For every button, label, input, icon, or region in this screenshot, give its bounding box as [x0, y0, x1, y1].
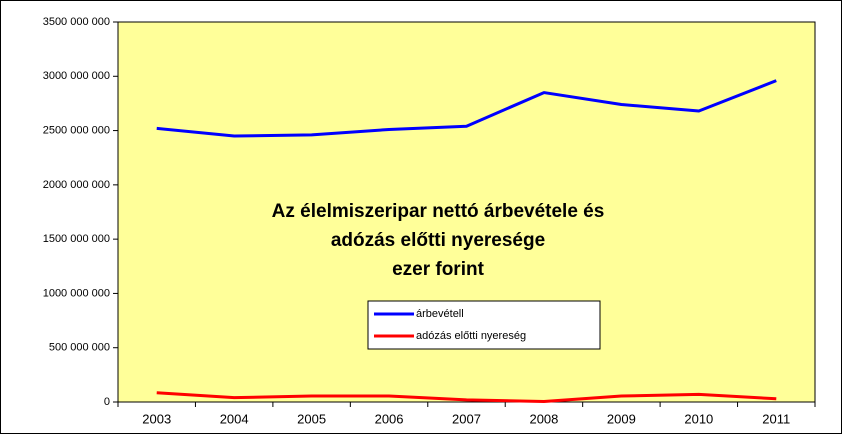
x-tick-label: 2003 [142, 411, 171, 426]
y-tick-label: 2500 000 000 [43, 124, 110, 136]
x-tick-label: 2007 [452, 411, 481, 426]
x-tick-label: 2004 [220, 411, 249, 426]
legend-label: árbevétell [416, 308, 464, 320]
series-line [156, 391, 777, 403]
chart-title: Az élelmiszeripar nettó árbevétele és [272, 201, 605, 222]
x-tick-label: 2005 [297, 411, 326, 426]
x-tick-label: 2006 [375, 411, 404, 426]
y-tick-label: 500 000 000 [49, 342, 110, 354]
y-tick-label: 0 [104, 396, 110, 408]
y-tick-label: 3500 000 000 [43, 16, 110, 28]
x-tick-label: 2008 [529, 411, 558, 426]
legend [367, 300, 601, 350]
chart-title: adózás előtti nyeresége [331, 230, 545, 251]
x-tick-label: 2011 [762, 411, 790, 426]
y-tick-label: 3000 000 000 [43, 70, 110, 82]
chart-title: ezer forint [392, 259, 485, 280]
x-tick-label: 2010 [684, 411, 713, 426]
x-tick-label: 2009 [607, 411, 636, 426]
y-tick-label: 1000 000 000 [43, 287, 110, 299]
legend-label: adózás előtti nyereség [416, 330, 526, 342]
y-tick-label: 1500 000 000 [43, 233, 110, 245]
y-tick-label: 2000 000 000 [43, 179, 110, 191]
series-line [156, 79, 777, 138]
